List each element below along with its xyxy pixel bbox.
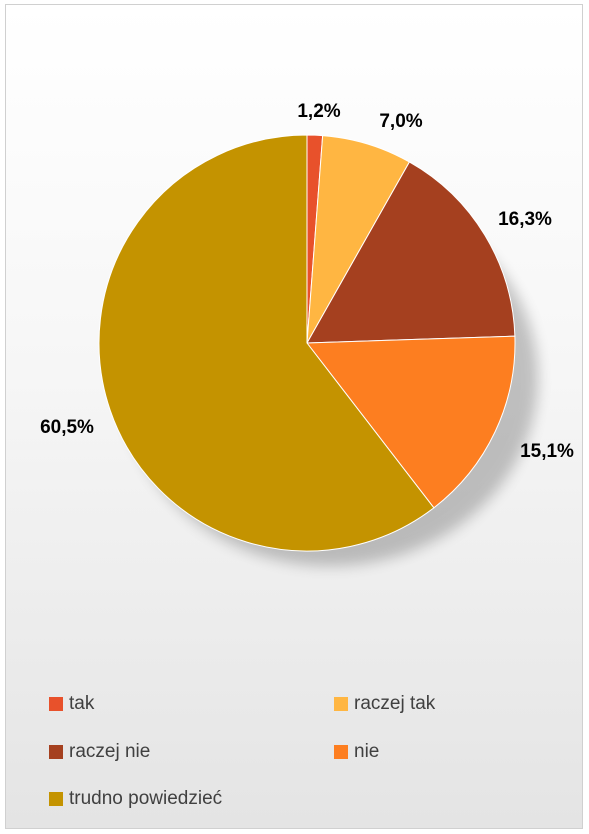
data-label-raczej-tak: 7,0%: [379, 111, 422, 132]
legend-item-trudno-powiedzieć: trudno powiedzieć: [49, 787, 222, 811]
legend-label: nie: [354, 741, 380, 762]
legend-swatch: [49, 697, 63, 711]
legend-label: trudno powiedzieć: [69, 788, 223, 809]
data-label-tak: 1,2%: [297, 101, 340, 122]
legend-item-raczej-tak: raczej tak: [334, 692, 435, 716]
data-label-trudno-powiedzieć: 60,5%: [40, 417, 94, 438]
legend-item-raczej-nie: raczej nie: [49, 740, 150, 764]
legend-swatch: [334, 745, 348, 759]
legend-item-tak: tak: [49, 692, 94, 716]
pie-slice-nie: [306, 335, 516, 509]
legend-swatch: [49, 792, 63, 806]
legend-item-nie: nie: [334, 740, 379, 764]
legend-label: raczej nie: [69, 741, 151, 762]
data-label-raczej-nie: 16,3%: [498, 209, 552, 230]
legend-label: raczej tak: [354, 693, 436, 714]
pie-slice-trudno-powiedzieć: [98, 134, 435, 552]
legend-swatch: [49, 745, 63, 759]
pie-slice-raczej-nie: [306, 161, 516, 344]
pie-data-labels: 1,2% 7,0% 16,3% 15,1% 60,5%: [40, 101, 574, 462]
pie-slices: [98, 134, 516, 552]
data-label-nie: 15,1%: [520, 441, 574, 462]
legend-label: tak: [69, 693, 95, 714]
legend-swatch: [334, 697, 348, 711]
